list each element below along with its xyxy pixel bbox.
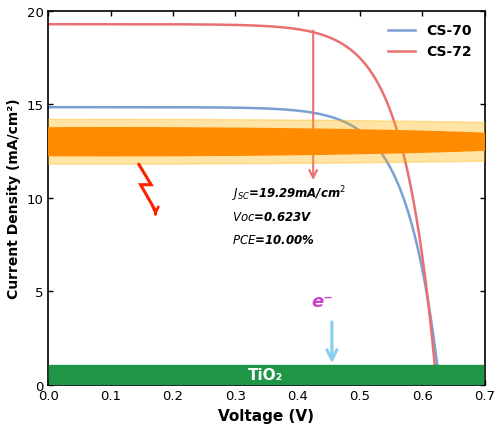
Circle shape: [0, 129, 501, 157]
CS-72: [480, 382, 486, 387]
CS-70: [398, 191, 404, 196]
CS-72: [493, 382, 499, 387]
CS-72: [45, 22, 51, 28]
CS-72: [398, 145, 404, 150]
CS-72: [251, 24, 257, 29]
Line: CS-72: CS-72: [48, 25, 496, 385]
CS-70: [493, 382, 499, 387]
CS-70: [480, 382, 486, 387]
Text: e⁻: e⁻: [311, 292, 333, 310]
CS-70: [251, 106, 257, 111]
CS-70: [436, 382, 442, 387]
CS-72: [263, 25, 269, 30]
CS-72: [480, 382, 486, 387]
Y-axis label: Current Density (mA/cm²): Current Density (mA/cm²): [7, 98, 21, 298]
CS-70: [45, 105, 51, 111]
Circle shape: [0, 120, 501, 165]
CS-70: [480, 382, 486, 387]
X-axis label: Voltage (V): Voltage (V): [218, 408, 314, 423]
Text: $J_{SC}$=19.29mA/cm$^2$: $J_{SC}$=19.29mA/cm$^2$: [232, 184, 346, 204]
CS-70: [263, 107, 269, 112]
Line: CS-70: CS-70: [48, 108, 496, 385]
CS-70: [68, 105, 74, 111]
CS-72: [68, 22, 74, 28]
Bar: [49, 365, 482, 385]
CS-72: [433, 382, 439, 387]
Text: $PCE$=10.00%: $PCE$=10.00%: [232, 233, 315, 246]
Text: TiO₂: TiO₂: [247, 368, 283, 383]
Legend: CS-70, CS-72: CS-70, CS-72: [381, 19, 476, 65]
Text: $Voc$=0.623V: $Voc$=0.623V: [232, 211, 312, 224]
